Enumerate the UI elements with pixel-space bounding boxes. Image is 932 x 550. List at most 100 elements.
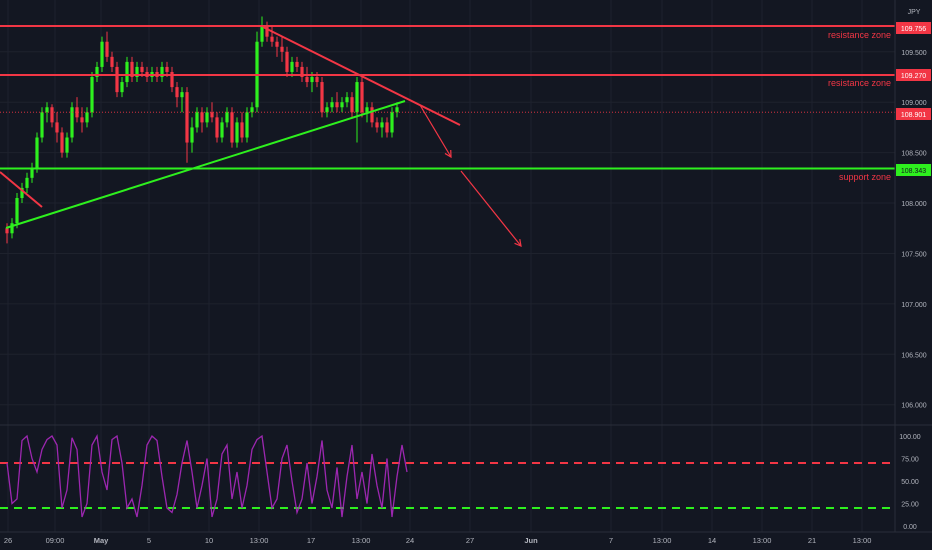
- forecast-arrow-short[interactable]: [419, 104, 452, 158]
- candle-body: [360, 82, 364, 113]
- candle-body: [175, 87, 179, 98]
- time-tick-label: Jun: [524, 536, 538, 545]
- candle-body: [100, 41, 104, 67]
- falling-trendline[interactable]: [262, 26, 461, 126]
- candle-body: [220, 122, 224, 138]
- time-tick-label: 13:00: [753, 536, 772, 545]
- candle-body: [325, 107, 329, 113]
- candle-body: [160, 66, 164, 78]
- price-tick-label: 106.500: [901, 352, 926, 359]
- candle-body: [395, 107, 399, 113]
- price-tick-label: 107.000: [901, 302, 926, 309]
- candle-body: [135, 66, 139, 78]
- candle-body: [195, 112, 199, 128]
- candle-body: [300, 66, 304, 78]
- forecast-arrow-long[interactable]: [460, 170, 522, 247]
- candle-body: [240, 122, 244, 138]
- candle-body: [235, 122, 239, 143]
- oscillator-pane: [0, 433, 895, 518]
- candle-body: [390, 112, 394, 133]
- candle-body: [285, 51, 289, 72]
- candle-body: [290, 61, 294, 72]
- candle-body: [170, 71, 174, 88]
- candle-body: [225, 112, 229, 123]
- price-tag-support: [896, 164, 931, 176]
- candle-body: [305, 77, 309, 83]
- candle-body: [120, 82, 124, 93]
- price-tag-support-text: 108.343: [901, 168, 926, 175]
- candle-body: [50, 107, 54, 123]
- forecast-arrow-short-head: [444, 149, 452, 159]
- candle-body: [40, 112, 44, 138]
- candle-body: [275, 41, 279, 47]
- price-tick-label: 106.000: [901, 403, 926, 410]
- candle-body: [200, 112, 204, 123]
- time-tick-label: 09:00: [46, 536, 65, 545]
- candle-body: [25, 177, 29, 188]
- zone-label-support: support zone: [839, 172, 891, 182]
- candle-body: [190, 127, 194, 143]
- candle-body: [5, 228, 9, 234]
- oscillator-tick-label: 50.00: [901, 479, 919, 486]
- currency-label: JPY: [908, 9, 921, 16]
- candle-body: [250, 107, 254, 113]
- forecast-arrow-long-head: [514, 239, 522, 247]
- candle-body: [260, 26, 264, 42]
- price-tick-label: 108.500: [901, 151, 926, 158]
- time-tick-label: 7: [609, 536, 613, 545]
- candle-body: [60, 132, 64, 153]
- candle-body: [210, 112, 214, 118]
- zone-label-resistance-lower: resistance zone: [828, 78, 891, 88]
- candle-body: [110, 56, 114, 67]
- time-tick-label: 14: [708, 536, 716, 545]
- time-tick-label: 17: [307, 536, 315, 545]
- rising-trendline[interactable]: [5, 100, 406, 229]
- short-falling-trendline[interactable]: [0, 171, 43, 208]
- candle-body: [15, 198, 19, 224]
- candle-body: [230, 112, 234, 143]
- candle-body: [140, 66, 144, 72]
- candle-body: [90, 77, 94, 113]
- grid: [0, 0, 895, 532]
- candle-body: [385, 122, 389, 133]
- candle-body: [330, 102, 334, 108]
- candle-body: [335, 102, 339, 108]
- candle-body: [375, 122, 379, 128]
- candle-body: [345, 97, 349, 103]
- time-tick-label: 13:00: [653, 536, 672, 545]
- candle-body: [105, 41, 109, 57]
- time-tick-label: 26: [4, 536, 12, 545]
- candle-body: [45, 107, 49, 113]
- price-tick-label: 109.500: [901, 50, 926, 57]
- candle-body: [215, 117, 219, 138]
- candle-body: [380, 122, 384, 128]
- time-tick-label: 27: [466, 536, 474, 545]
- time-tick-label: 24: [406, 536, 414, 545]
- candle-body: [20, 187, 24, 199]
- time-tick-label: 5: [147, 536, 151, 545]
- candle-body: [30, 167, 34, 178]
- time-tick-label: 13:00: [250, 536, 269, 545]
- price-tag-resistance-lower: [896, 69, 931, 81]
- candle-body: [270, 36, 274, 42]
- candle-body: [205, 112, 209, 123]
- candle-body: [130, 61, 134, 78]
- price-tag-last-price-text: 108.901: [901, 112, 926, 119]
- candle-body: [315, 77, 319, 83]
- candle-body: [95, 66, 99, 78]
- candle-body: [125, 61, 129, 83]
- time-tick-label: 21: [808, 536, 816, 545]
- time-tick-label: 10: [205, 536, 213, 545]
- time-tick-label: 13:00: [352, 536, 371, 545]
- drawings: [0, 25, 895, 247]
- candle-body: [280, 46, 284, 52]
- candle-body: [185, 92, 189, 143]
- price-tag-resistance-upper: [896, 22, 931, 34]
- candles: [5, 16, 399, 244]
- price-tag-last-price: [896, 108, 931, 120]
- candle-body: [85, 112, 89, 123]
- oscillator-tick-label: 0.00: [903, 524, 917, 531]
